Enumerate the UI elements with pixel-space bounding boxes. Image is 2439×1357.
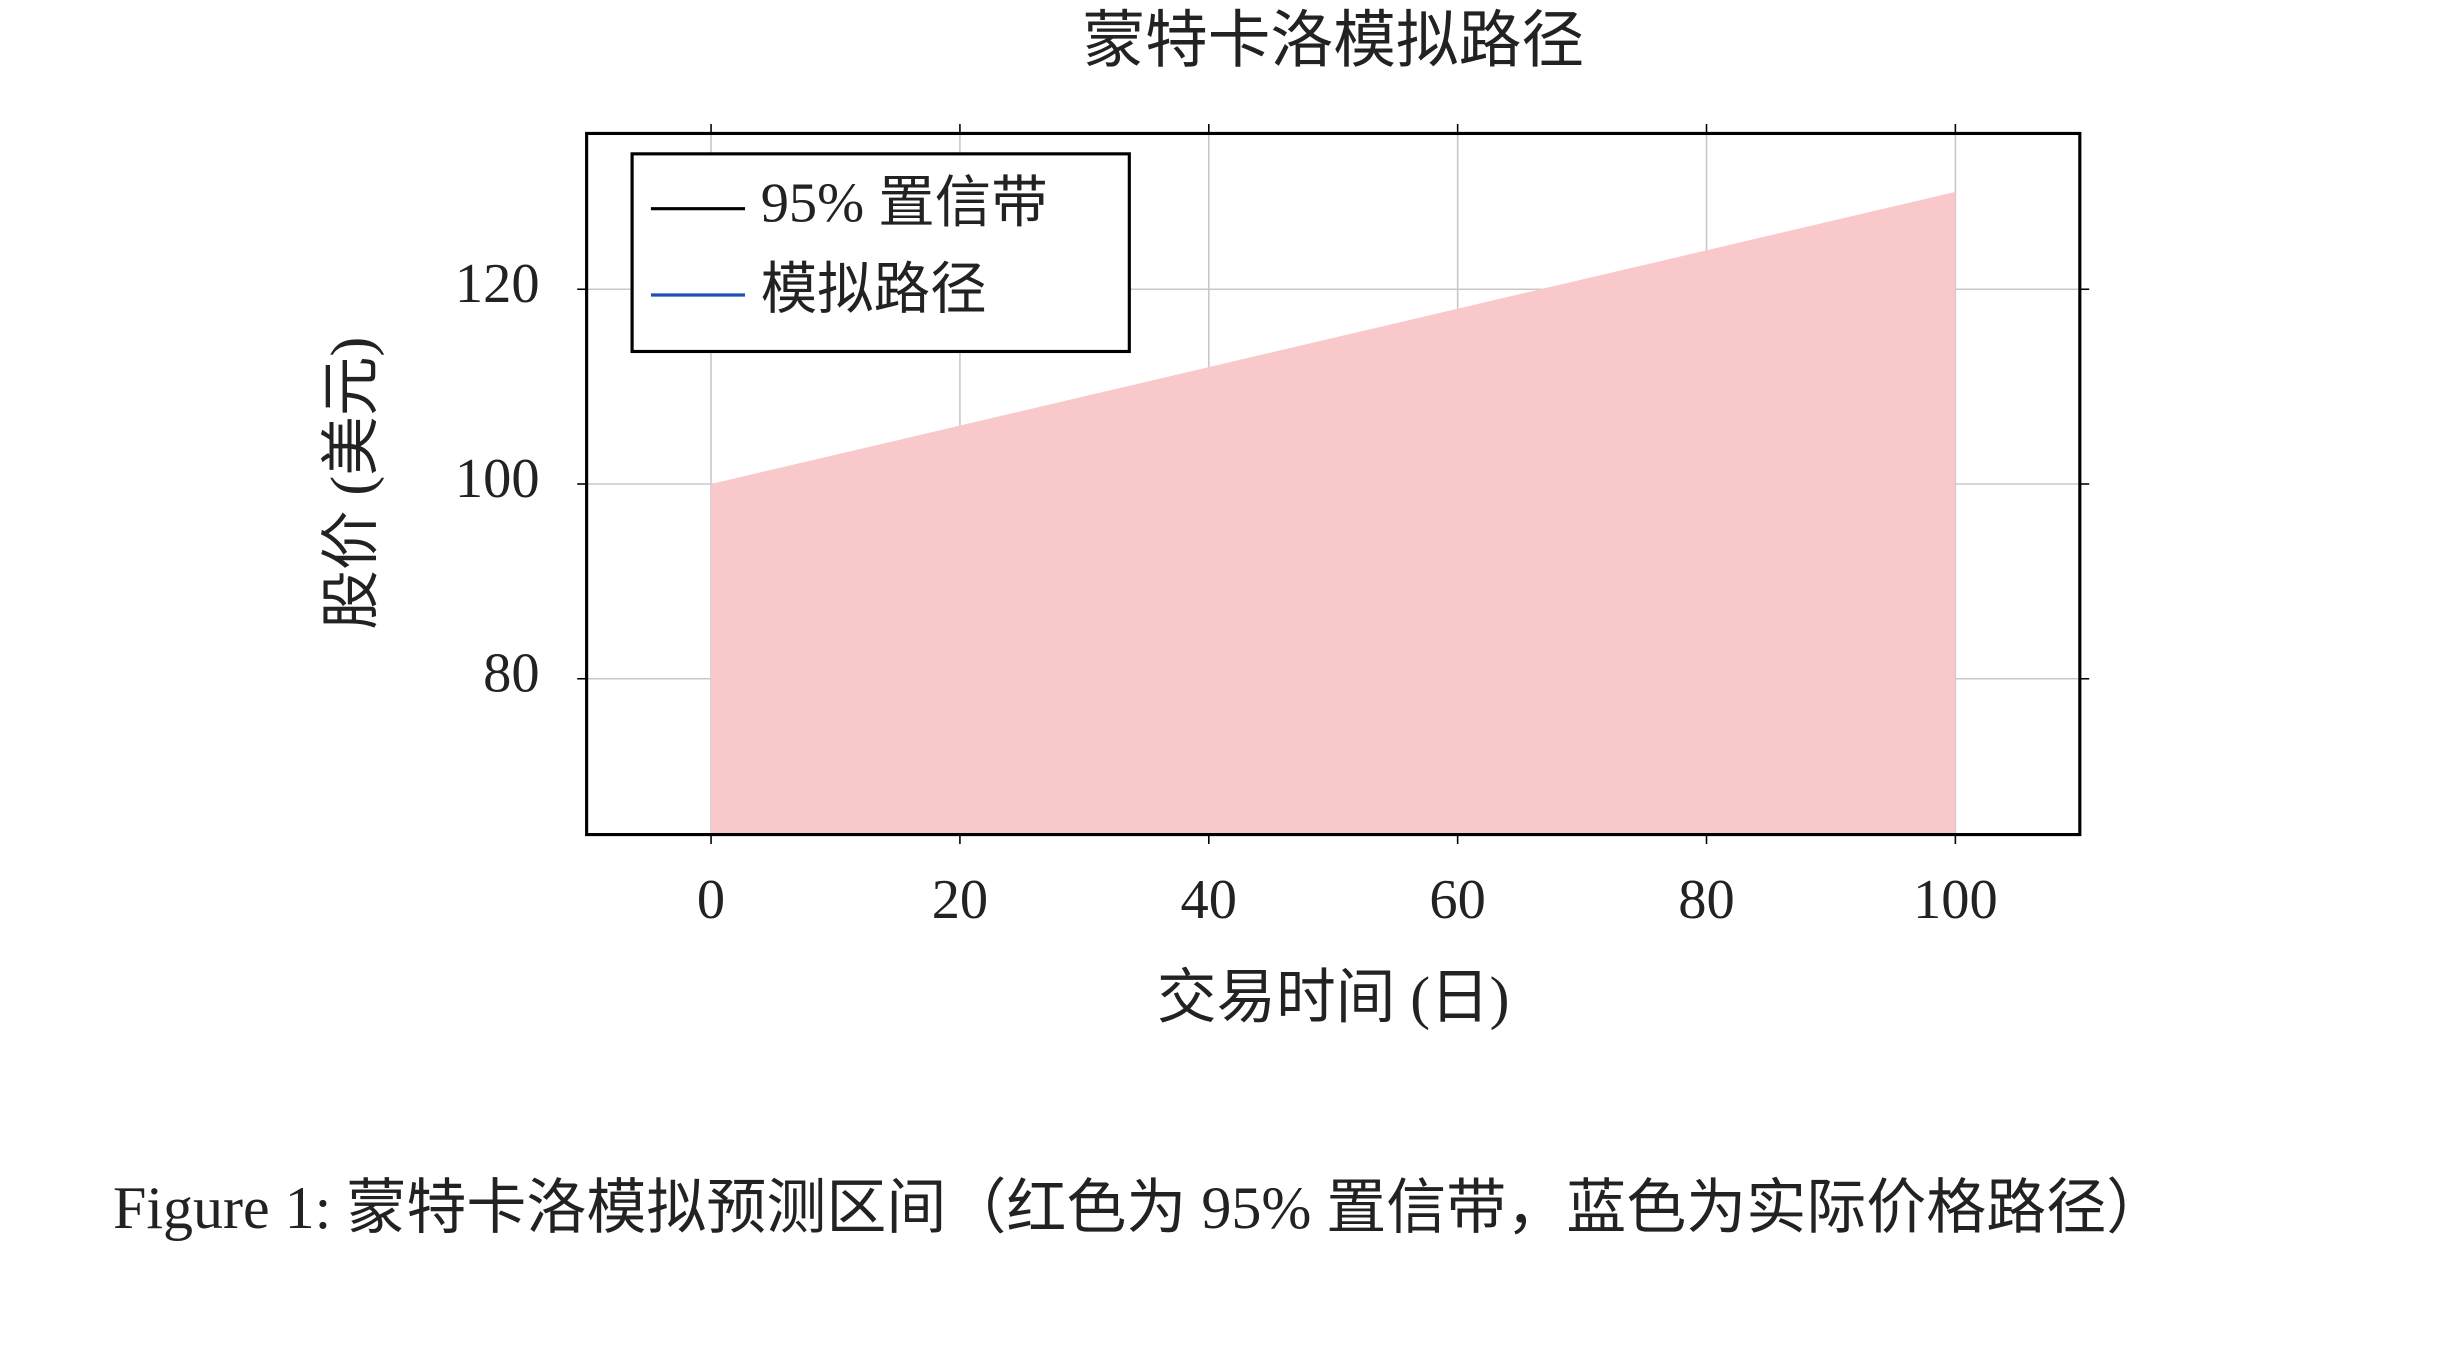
x-tick-label: 20 — [932, 869, 988, 931]
legend-label: 模拟路径 — [761, 259, 987, 321]
y-tick-label: 80 — [483, 643, 539, 705]
y-tick-label: 120 — [455, 253, 540, 315]
caption: Figure 1: 蒙特卡洛模拟预测区间（红色为 95% 置信带，蓝色为实际价格… — [113, 1175, 2167, 1241]
chart-title: 蒙特卡洛模拟路径 — [1082, 6, 1584, 76]
legend-box — [630, 152, 1131, 354]
x-tick-label: 100 — [1913, 869, 1998, 931]
x-tick-label: 80 — [1678, 869, 1734, 931]
x-tick-label: 60 — [1429, 869, 1485, 931]
x-tick-label: 40 — [1181, 869, 1237, 931]
legend-label: 95% 置信带 — [761, 173, 1048, 235]
y-tick-label: 100 — [455, 448, 540, 510]
y-axis-label: 股价 (美元) — [318, 337, 384, 630]
x-tick-label: 0 — [697, 869, 725, 931]
confidence-band — [711, 191, 1956, 835]
x-axis-label: 交易时间 (日) — [1157, 965, 1510, 1031]
